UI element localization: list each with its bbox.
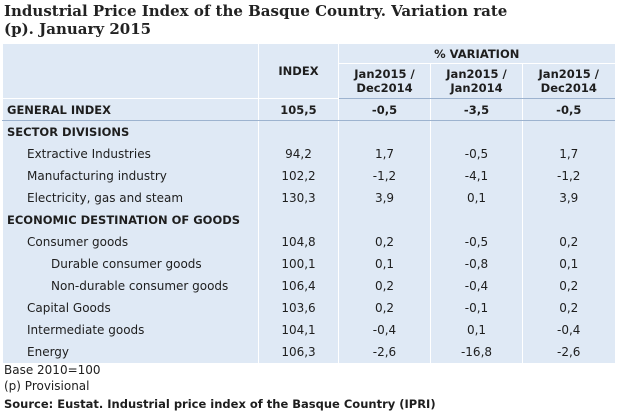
table-row: ECONOMIC DESTINATION OF GOODS <box>2 208 615 231</box>
column-header: Jan2015 / Dec2014 <box>338 63 431 99</box>
variation-header: % VARIATION <box>338 44 615 64</box>
cell <box>522 120 615 143</box>
row-label: Intermediate goods <box>2 318 259 341</box>
cell: 104,8 <box>258 230 339 253</box>
cell: -4,1 <box>430 164 523 187</box>
cell: 102,2 <box>258 164 339 187</box>
cell: -2,6 <box>338 340 431 363</box>
cell: 130,3 <box>258 186 339 209</box>
table-row: Non-durable consumer goods 106,4 0,2 -0,4 0,… <box>2 274 615 297</box>
cell: 0,1 <box>430 186 523 209</box>
cell: 0,1 <box>338 252 431 275</box>
table-row: Intermediate goods 104,1 -0,4 0,1 -0,4 <box>2 318 615 341</box>
cell <box>338 120 431 143</box>
row-label: Energy <box>2 340 259 363</box>
cell: 3,9 <box>522 186 615 209</box>
table-row: Manufacturing industry 102,2 -1,2 -4,1 -1,2 <box>2 164 615 187</box>
row-label: Capital Goods <box>2 296 259 319</box>
cell: 106,3 <box>258 340 339 363</box>
title: Industrial Price Index of the Basque Cou… <box>4 2 508 38</box>
row-label: Extractive Industries <box>2 142 259 165</box>
cell: -0,4 <box>522 318 615 341</box>
table-row: Energy 106,3 -2,6 -16,8 -2,6 <box>2 340 615 363</box>
row-label: SECTOR DIVISIONS <box>2 120 259 143</box>
cell: -0,4 <box>430 274 523 297</box>
cell: -0,1 <box>430 296 523 319</box>
note: Base 2010=100 <box>4 363 101 377</box>
source: Source: Eustat. Industrial price index o… <box>4 397 436 411</box>
cell: 106,4 <box>258 274 339 297</box>
cell: -1,2 <box>338 164 431 187</box>
cell <box>430 120 523 143</box>
cell: 1,7 <box>522 142 615 165</box>
index-header: INDEX <box>258 44 339 99</box>
table-row: Capital Goods 103,6 0,2 -0,1 0,2 <box>2 296 615 319</box>
cell: -0,5 <box>522 98 615 121</box>
row-label: Consumer goods <box>2 230 259 253</box>
cell: 94,2 <box>258 142 339 165</box>
cell: 3,9 <box>338 186 431 209</box>
cell: 105,5 <box>258 98 339 121</box>
corner <box>2 44 259 99</box>
row-label: Non-durable consumer goods <box>2 274 259 297</box>
cell <box>522 208 615 231</box>
cell: 104,1 <box>258 318 339 341</box>
cell: 0,2 <box>338 274 431 297</box>
cell: 0,1 <box>430 318 523 341</box>
cell: -0,5 <box>338 98 431 121</box>
table-row: Extractive Industries 94,2 1,7 -0,5 1,7 <box>2 142 615 165</box>
cell: 0,1 <box>522 252 615 275</box>
cell: -0,8 <box>430 252 523 275</box>
cell: -16,8 <box>430 340 523 363</box>
row-label: GENERAL INDEX <box>2 98 259 121</box>
cell: 0,2 <box>522 230 615 253</box>
cell: -3,5 <box>430 98 523 121</box>
cell: -0,5 <box>430 142 523 165</box>
note: (p) Provisional <box>4 379 90 393</box>
column-header: Jan2015 / Jan2014 <box>430 63 523 99</box>
row-label: ECONOMIC DESTINATION OF GOODS <box>2 208 259 231</box>
cell: 103,6 <box>258 296 339 319</box>
cell <box>338 208 431 231</box>
table-row: GENERAL INDEX 105,5 -0,5 -3,5 -0,5 <box>2 98 615 121</box>
cell: -0,5 <box>430 230 523 253</box>
data-table: INDEX % VARIATION Jan2015 / Dec2014 Jan2… <box>2 44 615 363</box>
table-row: Consumer goods 104,8 0,2 -0,5 0,2 <box>2 230 615 253</box>
row-label: Durable consumer goods <box>2 252 259 275</box>
cell: 0,2 <box>338 296 431 319</box>
cell: 1,7 <box>338 142 431 165</box>
cell <box>258 120 339 143</box>
cell: 0,2 <box>522 274 615 297</box>
cell: 0,2 <box>338 230 431 253</box>
table-row: SECTOR DIVISIONS <box>2 120 615 143</box>
cell: -1,2 <box>522 164 615 187</box>
table-row: Electricity, gas and steam 130,3 3,9 0,1 3,9 <box>2 186 615 209</box>
cell: -0,4 <box>338 318 431 341</box>
row-label: Manufacturing industry <box>2 164 259 187</box>
table-row: Durable consumer goods 100,1 0,1 -0,8 0,1 <box>2 252 615 275</box>
cell <box>430 208 523 231</box>
column-header: Jan2015 / Dec2014 <box>522 63 615 99</box>
row-label: Electricity, gas and steam <box>2 186 259 209</box>
cell: 0,2 <box>522 296 615 319</box>
cell: -2,6 <box>522 340 615 363</box>
cell: 100,1 <box>258 252 339 275</box>
cell <box>258 208 339 231</box>
